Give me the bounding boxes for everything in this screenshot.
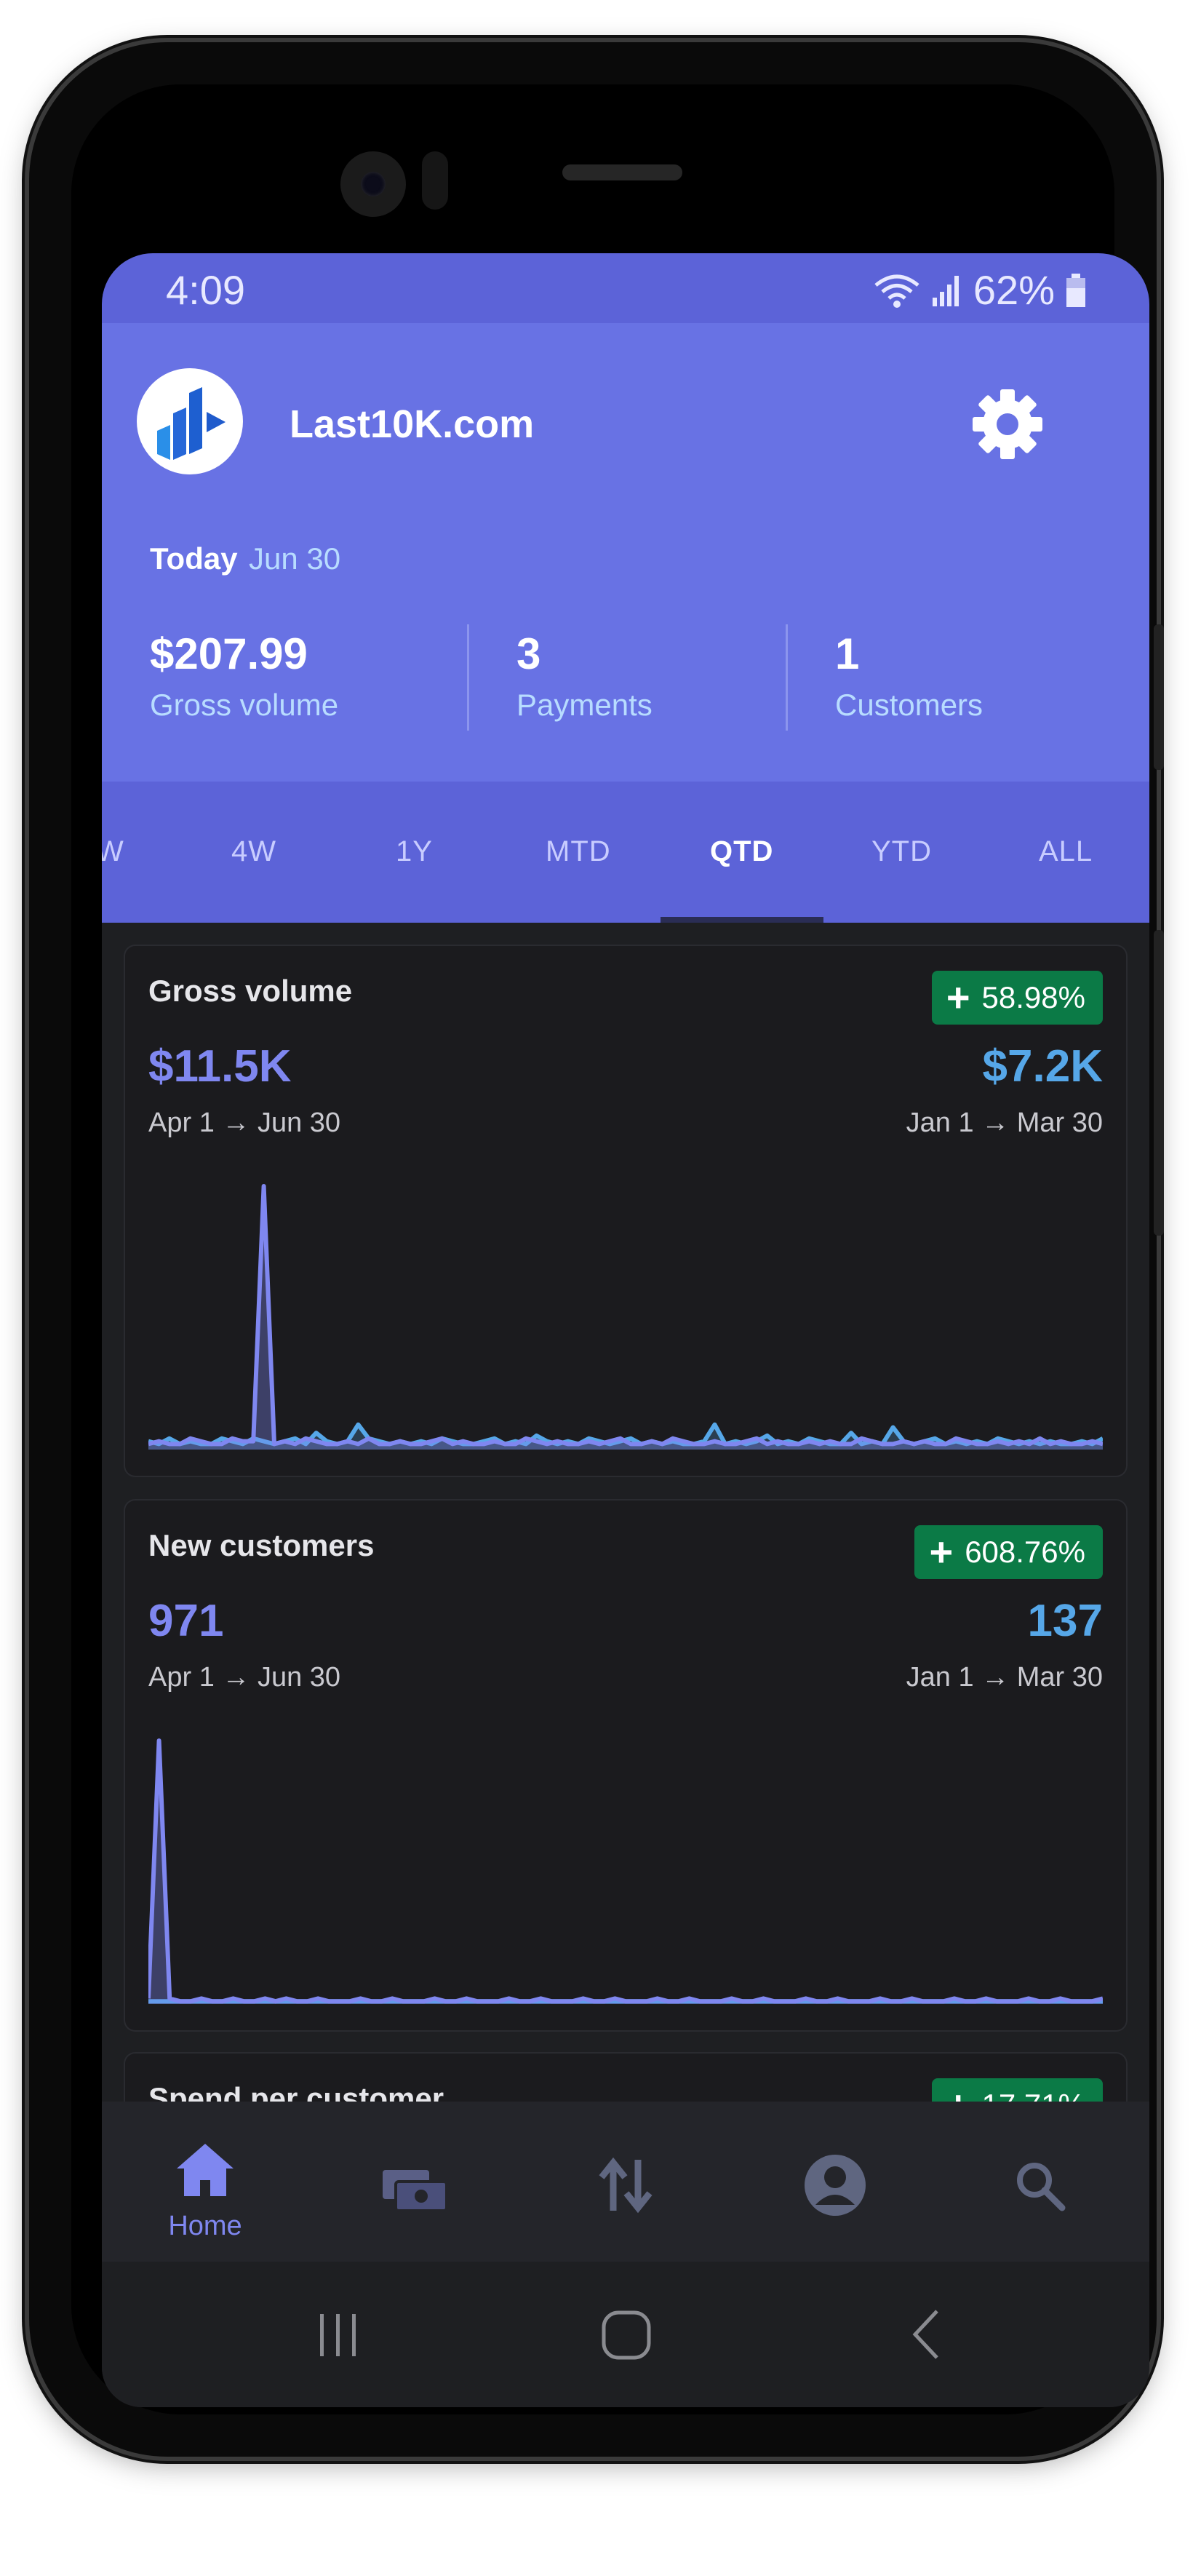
stat-label: Customers [835, 688, 983, 722]
back-icon[interactable] [905, 2305, 949, 2364]
card-title: New customers [148, 1528, 375, 1562]
power-button [1154, 930, 1164, 1236]
system-nav-bar [102, 2262, 1149, 2407]
front-camera [340, 151, 406, 217]
today-date: Jun 30 [249, 541, 341, 576]
nav-transfers[interactable] [560, 2102, 691, 2262]
nav-payments[interactable] [349, 2102, 480, 2262]
stat-label: Gross volume [150, 688, 339, 722]
tab-w[interactable]: W [102, 835, 124, 867]
stat-customers: 1 Customers [835, 629, 983, 723]
series-area-0 [148, 1741, 1103, 2004]
account-icon [805, 2155, 866, 2216]
header: Last10K.com Today Jun 30 $207.9 [102, 323, 1149, 782]
series-line-0 [148, 1738, 1103, 2004]
nav-account[interactable] [770, 2102, 901, 2262]
volume-button [1154, 624, 1164, 770]
screen: 4:09 62% [102, 253, 1149, 2407]
gross-volume-chart [148, 1184, 1103, 1450]
bottom-nav: Home [102, 2102, 1149, 2262]
battery-percent: 62% [973, 267, 1055, 313]
logo-icon [157, 387, 226, 460]
status-indicators: 62% [873, 266, 1087, 314]
stat-value: $207.99 [150, 629, 308, 678]
stat-label: Payments [516, 688, 653, 722]
new-customers-chart [148, 1738, 1103, 2004]
series-line-0 [148, 1184, 1103, 1447]
tab-1y[interactable]: 1Y [396, 835, 433, 867]
status-bar: 4:09 62% [102, 253, 1149, 323]
home-button-icon[interactable] [599, 2308, 653, 2362]
series-area-0 [148, 1186, 1103, 1450]
series-area-1 [148, 1424, 1103, 1450]
home-icon [177, 2144, 234, 2196]
nav-search[interactable] [975, 2102, 1106, 2262]
gear-icon[interactable] [967, 384, 1048, 464]
change-badge: + 608.76% [914, 1525, 1103, 1579]
payments-icon [383, 2170, 448, 2212]
current-range: Apr 1 → Jun 30 [148, 1662, 341, 1693]
sensor [422, 151, 448, 210]
wifi-icon [874, 274, 919, 308]
stat-gross-volume: $207.99 Gross volume [150, 629, 338, 723]
current-value: $11.5K [148, 1041, 292, 1092]
phone-frame: 4:09 62% [29, 42, 1164, 2457]
current-value: 971 [148, 1596, 224, 1646]
previous-value: $7.2K [982, 1041, 1103, 1092]
plus-icon: + [946, 974, 970, 1020]
tab-ytd[interactable]: YTD [871, 835, 932, 867]
signal-icon [932, 275, 959, 306]
card-title: Gross volume [148, 974, 353, 1008]
search-icon [1017, 2163, 1066, 2211]
card-gross-volume[interactable]: Gross volume + 58.98% $11.5K $7.2K Apr 1… [125, 946, 1126, 1476]
previous-value: 137 [1027, 1596, 1103, 1646]
stat-value: 3 [516, 629, 541, 678]
tab-all[interactable]: ALL [1039, 835, 1093, 867]
stat-value: 1 [835, 629, 860, 678]
today-label: Today [150, 541, 238, 576]
current-range: Apr 1 → Jun 30 [148, 1108, 341, 1138]
earpiece-speaker [562, 164, 682, 180]
change-badge: + 58.98% [931, 971, 1103, 1025]
status-time: 4:09 [166, 267, 245, 313]
nav-home-label: Home [168, 2211, 242, 2241]
plus-icon: + [929, 1529, 954, 1575]
tab-mtd[interactable]: MTD [546, 835, 611, 867]
previous-range: Jan 1 → Mar 30 [906, 1662, 1103, 1693]
period-tabs: W 4W 1Y MTD QTD YTD ALL [102, 782, 1149, 923]
stat-divider [786, 624, 788, 731]
tab-indicator [661, 917, 823, 923]
recents-icon[interactable] [313, 2310, 364, 2361]
stat-payments: 3 Payments [516, 629, 653, 723]
card-new-customers[interactable]: New customers + 608.76% 971 137 Apr 1 → … [125, 1500, 1126, 2030]
tab-qtd[interactable]: QTD [710, 835, 774, 867]
battery-icon [1066, 273, 1085, 307]
stat-divider [467, 624, 469, 731]
transfers-icon [599, 2157, 653, 2214]
change-percent: 58.98% [981, 980, 1085, 1014]
change-percent: 608.76% [965, 1535, 1085, 1569]
app-logo [137, 368, 243, 474]
nav-home[interactable]: Home [140, 2102, 271, 2262]
previous-range: Jan 1 → Mar 30 [906, 1108, 1103, 1138]
app-title: Last10K.com [290, 402, 535, 446]
tab-4w[interactable]: 4W [231, 835, 276, 867]
